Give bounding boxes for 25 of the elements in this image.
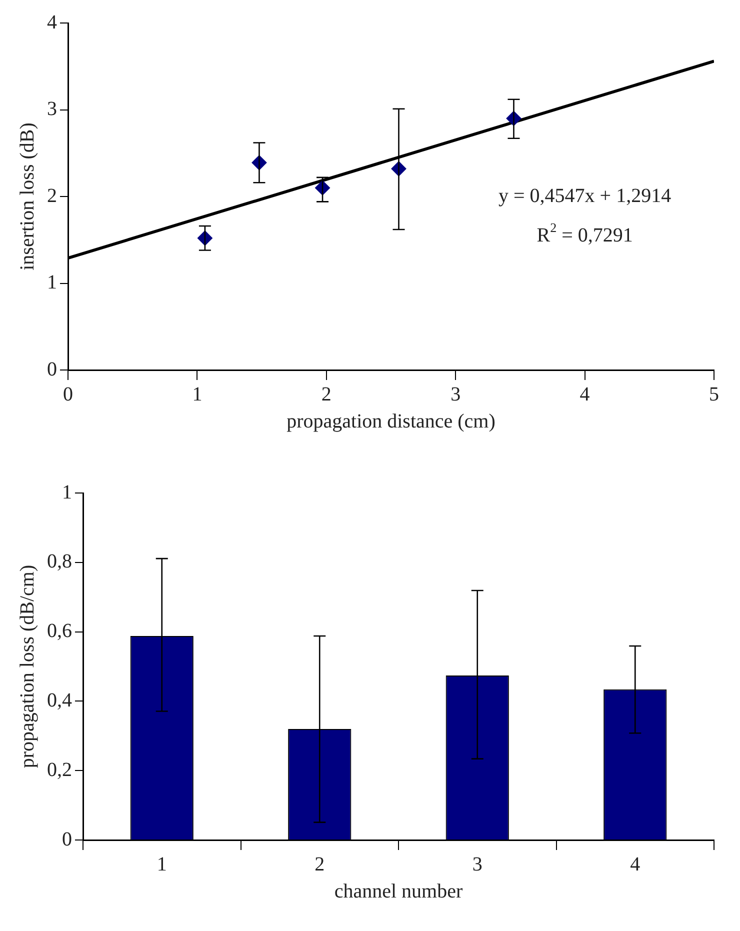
x-tick-label: 2 xyxy=(321,383,332,406)
x-axis-title: channel number xyxy=(334,880,463,902)
y-tick-label: 3 xyxy=(47,98,57,120)
y-axis-title: insertion loss (dB) xyxy=(16,122,38,270)
x-tick-label: 1 xyxy=(192,383,202,406)
y-tick-label: 0 xyxy=(62,828,72,850)
x-tick-label: 3 xyxy=(472,853,482,876)
y-tick-label: 0,8 xyxy=(47,550,72,573)
y-tick-label: 1 xyxy=(47,272,57,294)
y-tick-label: 4 xyxy=(47,11,57,34)
y-tick-label: 0,4 xyxy=(47,689,72,712)
x-tick-label: 5 xyxy=(709,383,719,406)
y-tick-label: 0,6 xyxy=(47,620,72,642)
y-tick-label: 0,2 xyxy=(47,758,72,781)
y-tick-label: 0 xyxy=(47,358,57,380)
x-tick-label: 4 xyxy=(580,383,590,406)
annotation: y = 0,4547x + 1,2914 xyxy=(498,184,672,207)
y-tick-label: 2 xyxy=(47,184,57,207)
x-tick-label: 4 xyxy=(630,853,640,876)
x-tick-label: 1 xyxy=(156,853,167,876)
y-tick-label: 1 xyxy=(62,481,72,504)
y-axis-title: propagation loss (dB/cm) xyxy=(16,564,38,768)
x-tick-label: 3 xyxy=(450,383,461,406)
x-axis-title: propagation distance (cm) xyxy=(286,410,496,432)
x-tick-label: 2 xyxy=(314,853,325,876)
